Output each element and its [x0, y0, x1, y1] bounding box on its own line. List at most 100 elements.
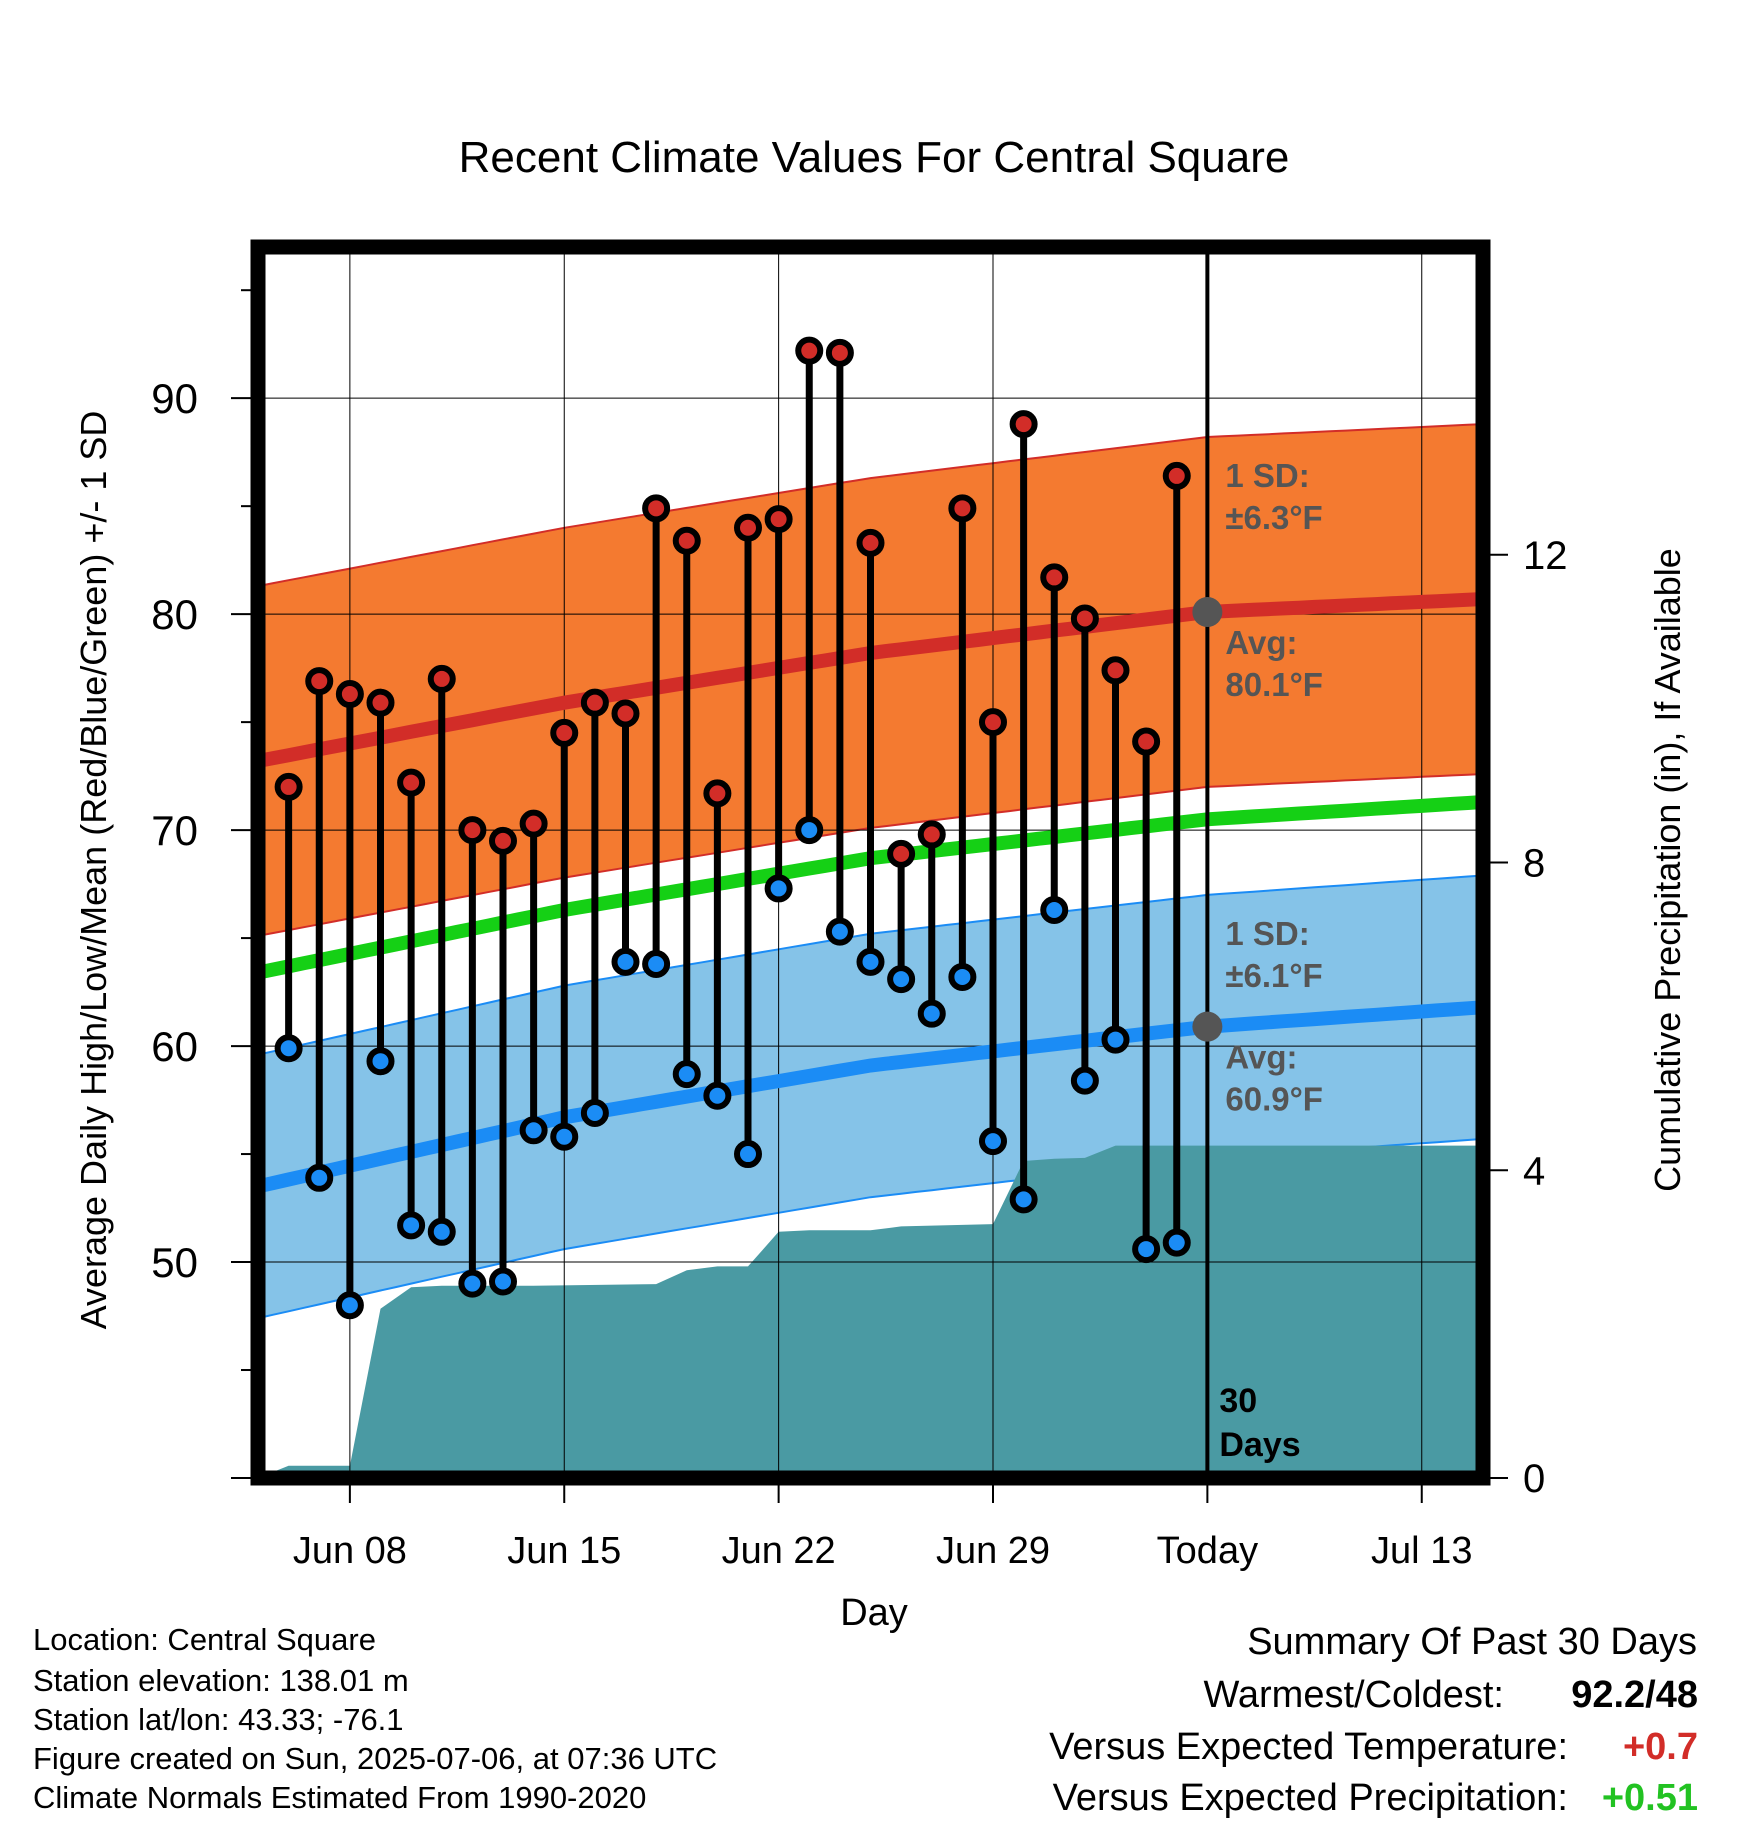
- low-point: [672, 1060, 701, 1089]
- low-point: [366, 1047, 395, 1076]
- low-point: [795, 816, 824, 845]
- high-point: [917, 820, 946, 849]
- low-point: [458, 1269, 487, 1298]
- low-point: [519, 1116, 548, 1145]
- high-point: [580, 688, 609, 717]
- x-tick-label: Jun 15: [507, 1530, 621, 1572]
- low-point: [427, 1217, 456, 1246]
- high-point: [427, 664, 456, 693]
- y-axis-label: Average Daily High/Low/Mean (Red/Blue/Gr…: [73, 411, 114, 1330]
- summary-precip-label: Versus Expected Precipitation:: [1052, 1777, 1568, 1819]
- low-point: [917, 999, 946, 1028]
- y-tick-label: 80: [151, 591, 198, 638]
- low-point: [642, 950, 671, 979]
- low-point: [550, 1122, 579, 1151]
- x-tick-label: Today: [1157, 1530, 1258, 1572]
- high-point: [672, 526, 701, 555]
- low-avg-value: 60.9°F: [1225, 1081, 1323, 1118]
- low-sd-label: 1 SD:: [1225, 915, 1309, 952]
- high-point: [825, 338, 854, 367]
- info-location: Location: Central Square: [33, 1622, 376, 1657]
- low-point: [335, 1291, 364, 1320]
- high-point: [458, 816, 487, 845]
- low-normal-line: [258, 1000, 1483, 1194]
- info-created: Figure created on Sun, 2025-07-06, at 07…: [33, 1741, 718, 1776]
- low-point: [611, 947, 640, 976]
- high-avg-value: 80.1°F: [1225, 666, 1323, 703]
- high-point: [1132, 727, 1161, 756]
- high-point: [979, 708, 1007, 737]
- high-point: [1162, 461, 1191, 490]
- x-tick-label: Jul 13: [1371, 1530, 1472, 1572]
- summary-title: Summary Of Past 30 Days: [1247, 1621, 1697, 1663]
- low-point: [1162, 1228, 1191, 1257]
- high-avg-dot: [1192, 596, 1223, 627]
- high-point: [1009, 410, 1038, 439]
- high-point: [519, 809, 548, 838]
- high-sd-label: 1 SD:: [1225, 457, 1309, 494]
- low-point: [489, 1267, 517, 1296]
- low-point: [1070, 1066, 1099, 1095]
- low-point: [1040, 896, 1069, 925]
- x-tick-label: Jun 22: [722, 1530, 836, 1572]
- y-tick-label: 60: [151, 1023, 198, 1070]
- high-point: [948, 494, 977, 523]
- high-point: [1070, 604, 1099, 633]
- high-point: [611, 699, 640, 728]
- x-tick-label: Jun 29: [936, 1530, 1050, 1572]
- low-point: [856, 947, 885, 976]
- y2-tick-label: 8: [1523, 842, 1545, 886]
- low-point: [764, 874, 793, 903]
- high-sd-value: ±6.3°F: [1225, 499, 1322, 536]
- y2-tick-label: 12: [1523, 534, 1568, 578]
- low-point: [887, 965, 916, 994]
- high-point: [642, 494, 671, 523]
- summary-warmest-value: 92.2/48: [1571, 1674, 1698, 1716]
- low-point: [703, 1081, 732, 1110]
- low-point: [1101, 1025, 1130, 1054]
- y2-tick-label: 4: [1523, 1149, 1545, 1193]
- high-point: [305, 667, 334, 696]
- summary-warmest-label: Warmest/Coldest:: [1203, 1674, 1504, 1716]
- low-point: [305, 1163, 334, 1192]
- y2-tick-label: 0: [1523, 1457, 1545, 1501]
- y-tick-label: 90: [151, 375, 198, 422]
- high-point: [397, 768, 426, 797]
- high-point: [856, 528, 885, 557]
- days-count-label: 30: [1219, 1382, 1257, 1420]
- info-normals: Climate Normals Estimated From 1990-2020: [33, 1780, 647, 1815]
- low-point: [734, 1140, 762, 1169]
- low-avg-dot: [1192, 1011, 1223, 1042]
- summary-precip-value: +0.51: [1601, 1777, 1698, 1819]
- high-point: [550, 718, 579, 747]
- x-axis-label: Day: [840, 1592, 908, 1634]
- plot-area: [258, 247, 1483, 1478]
- high-point: [734, 513, 762, 542]
- days-word-label: Days: [1219, 1426, 1300, 1464]
- high-point: [887, 839, 916, 868]
- summary-temp-value: +0.7: [1622, 1726, 1698, 1768]
- low-avg-label: Avg:: [1225, 1039, 1297, 1076]
- summary-temp-label: Versus Expected Temperature:: [1049, 1726, 1568, 1768]
- low-point: [1009, 1185, 1038, 1214]
- low-point: [979, 1127, 1007, 1156]
- low-point: [274, 1034, 303, 1063]
- chart-title: Recent Climate Values For Central Square: [459, 133, 1290, 182]
- low-point: [1132, 1235, 1161, 1264]
- low-point: [825, 917, 854, 946]
- high-point: [366, 688, 395, 717]
- y-tick-label: 50: [151, 1239, 198, 1286]
- y2-axis-label: Cumulative Precipitation (in), If Availa…: [1647, 548, 1688, 1192]
- low-point: [948, 962, 977, 991]
- high-point: [1040, 563, 1069, 592]
- x-tick-label: Jun 08: [293, 1530, 407, 1572]
- plot-frame: [250, 239, 1491, 1486]
- y-tick-label: 70: [151, 807, 198, 854]
- info-latlon: Station lat/lon: 43.33; -76.1: [33, 1702, 404, 1737]
- high-point: [489, 826, 517, 855]
- low-point: [397, 1211, 426, 1240]
- low-point: [580, 1099, 609, 1128]
- high-point: [795, 336, 824, 365]
- high-point: [764, 505, 793, 534]
